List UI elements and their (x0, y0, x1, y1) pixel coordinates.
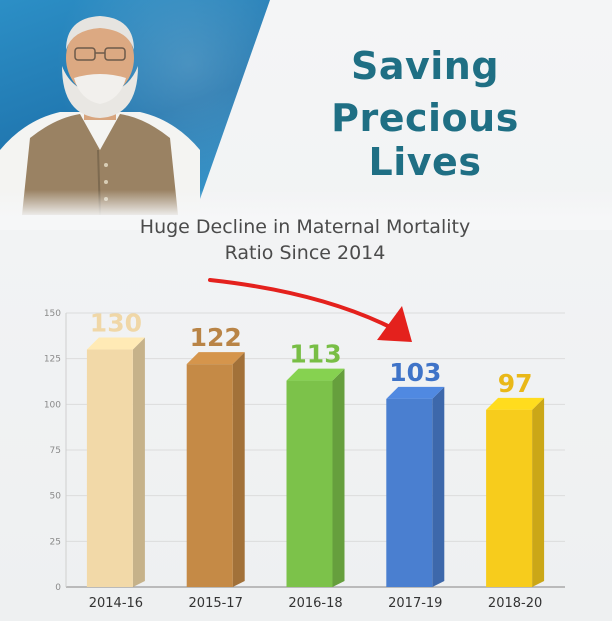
y-tick-label: 25 (50, 537, 61, 547)
bar-front (386, 398, 433, 587)
bar-chart: 0 25 50 75 100 125 150 130 2014-16 122 2015-17 113… (44, 278, 565, 611)
hero-fade (0, 190, 612, 230)
bar-side (132, 337, 145, 587)
bar-2017-19 (386, 386, 445, 587)
category-label: 2017-19 (388, 596, 442, 611)
bar-top (286, 368, 345, 381)
bar-front (486, 409, 533, 587)
bar-2016-18 (286, 368, 345, 587)
value-label: 113 (289, 340, 341, 369)
bar-side (432, 386, 445, 587)
category-label: 2014-16 (89, 596, 143, 611)
bar-top (386, 386, 445, 399)
bar-side (532, 397, 545, 587)
bar-2014-16 (86, 337, 145, 587)
labels-layer: 130 2014-16 122 2015-17 113 2016-18 103 2017-19… (89, 309, 543, 611)
bar-side (232, 352, 245, 587)
y-tick-label: 125 (44, 355, 61, 365)
chart-title-line-2: Ratio Since 2014 (224, 242, 386, 264)
portrait-image (0, 16, 200, 215)
category-label: 2015-17 (189, 596, 243, 611)
bars-layer (86, 337, 545, 587)
bar-front (86, 349, 133, 587)
bar-top (86, 337, 145, 350)
bar-front (186, 364, 233, 587)
y-tick-label: 100 (44, 400, 61, 410)
y-tick-label: 75 (50, 446, 61, 456)
headline-line-2: Precious Lives (331, 96, 519, 184)
y-tick-label: 150 (44, 309, 61, 319)
bar-front (286, 380, 333, 587)
arrow-shaft (208, 278, 394, 330)
bar-2018-20 (486, 397, 545, 587)
chart-title-line-1: Huge Decline in Maternal Mortality (139, 216, 471, 238)
red-arrow-annotation (208, 278, 412, 342)
value-label: 97 (498, 369, 533, 398)
bar-top (486, 397, 545, 410)
category-label: 2016-18 (288, 596, 342, 611)
value-label: 122 (190, 323, 242, 352)
headline-line-1: Saving (350, 44, 500, 88)
arrow-head (377, 306, 412, 342)
value-label: 103 (389, 358, 441, 387)
bar-2015-17 (186, 352, 245, 587)
y-tick-label: 0 (55, 583, 61, 593)
bar-side (332, 368, 345, 587)
value-label: 130 (90, 309, 142, 338)
category-label: 2018-20 (488, 596, 542, 611)
y-tick-label: 50 (50, 492, 62, 502)
bar-top (186, 352, 245, 365)
